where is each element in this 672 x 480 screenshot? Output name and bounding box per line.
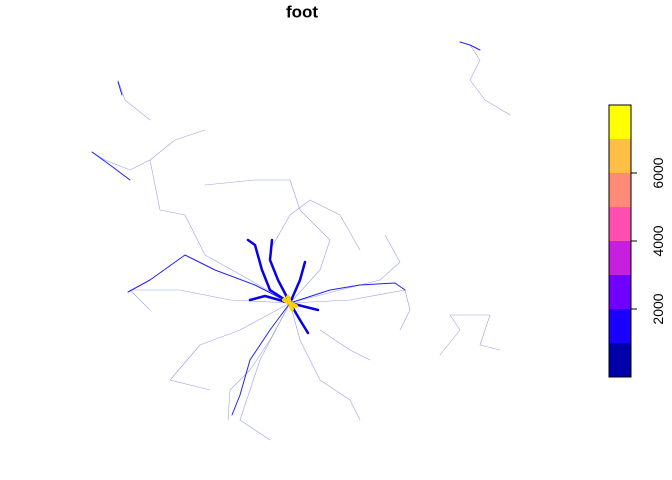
- tick-label: 2000: [650, 293, 666, 324]
- tick-label: 6000: [650, 157, 666, 188]
- legend-swatch: [609, 139, 631, 173]
- legend-swatch: [609, 105, 631, 139]
- chart-title: foot: [286, 2, 318, 21]
- tick-label: 4000: [650, 225, 666, 256]
- legend-swatch: [609, 343, 631, 377]
- legend: 2000 4000 6000: [608, 104, 666, 378]
- legend-swatch: [609, 241, 631, 275]
- legend-swatch: [609, 173, 631, 207]
- route-network: [91, 41, 511, 441]
- legend-swatch: [609, 275, 631, 309]
- legend-swatch: [609, 309, 631, 343]
- legend-swatch: [609, 207, 631, 241]
